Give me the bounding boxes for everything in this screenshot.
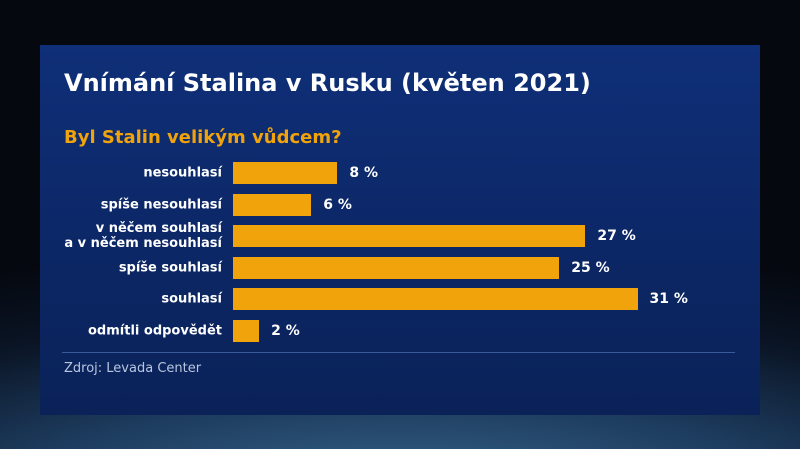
- bar: [233, 193, 312, 216]
- chart-title: Vnímání Stalina v Rusku (květen 2021): [64, 69, 591, 97]
- value-label: 2 %: [271, 323, 300, 339]
- bar: [233, 225, 586, 248]
- value-label: 8 %: [349, 165, 379, 181]
- value-label: 6 %: [323, 196, 352, 213]
- category-label: spíše souhlasí: [118, 260, 222, 276]
- category-label: nesouhlasí: [143, 165, 222, 181]
- value-label: 27 %: [597, 228, 636, 245]
- separator: [62, 352, 735, 353]
- value-label: 31 %: [649, 291, 688, 308]
- bar: [233, 256, 560, 279]
- category-label: odmítli odpovědět: [88, 323, 222, 339]
- category-label: souhlasí: [161, 291, 222, 307]
- value-label: 25 %: [571, 259, 610, 276]
- source-note: Zdroj: Levada Center: [64, 361, 202, 376]
- chart-panel: Vnímání Stalina v Rusku (květen 2021) By…: [40, 45, 760, 415]
- bar: [233, 162, 338, 184]
- category-label: spíše nesouhlasí: [100, 197, 222, 213]
- bar: [233, 288, 638, 311]
- bar: [233, 320, 260, 342]
- chart-subtitle: Byl Stalin velikým vůdcem?: [64, 127, 342, 148]
- category-label: v něčem souhlasí a v něčem nesouhlasí: [64, 221, 222, 252]
